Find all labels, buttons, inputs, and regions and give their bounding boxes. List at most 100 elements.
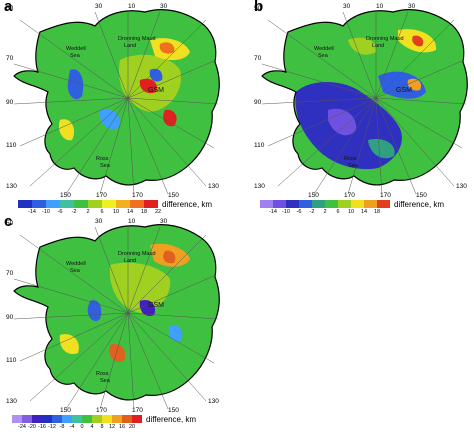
meridian-line (375, 97, 417, 195)
longitude-label: 130 (208, 183, 219, 190)
place-label: Dronning Maud (118, 251, 156, 257)
difference-region (163, 250, 176, 264)
continent-fill (14, 9, 220, 185)
legend-swatch (325, 200, 338, 208)
difference-region (368, 138, 395, 159)
legend-title: difference, km (162, 200, 213, 209)
legend-tick-label: -2 (71, 209, 77, 215)
meridian-line (65, 312, 129, 410)
longitude-label: 10 (376, 3, 384, 10)
legend-swatch (32, 200, 46, 208)
difference-region (58, 119, 75, 141)
meridian-line (19, 312, 129, 362)
meridian-line (94, 11, 129, 99)
meridian-line (342, 11, 377, 99)
legend-tick-label: -14 (269, 209, 277, 215)
legend-swatch (72, 415, 82, 423)
legend-tick-label: 18 (140, 209, 148, 215)
meridian-line (127, 97, 219, 105)
longitude-label: 150 (60, 192, 71, 199)
place-label: Land (124, 258, 136, 264)
legend-tick-label: 2 (323, 209, 327, 215)
longitude-label: 170 (380, 192, 391, 199)
legend-tick-label: -10 (42, 209, 50, 215)
legend-swatch (299, 200, 312, 208)
antarctica-map-b: 30 10 30 50 70 90 110 130 150 170 170 150 130 Weddell… (254, 3, 468, 199)
map-panel-c: c 30 10 30 50 70 90 110 130 150 170 170 150 130 Wedde… (0, 213, 235, 432)
legend-tick-label: -16 (38, 424, 46, 430)
difference-region (139, 78, 157, 94)
legend-swatch (116, 200, 130, 208)
meridian-line (267, 19, 377, 99)
legend-swatch (32, 415, 42, 423)
longitude-label: 130 (254, 183, 265, 190)
legend-swatch (60, 200, 74, 208)
meridian-line (375, 97, 467, 105)
meridian-line (127, 274, 217, 314)
meridian-line (13, 97, 129, 105)
longitude-label: 150 (60, 407, 71, 414)
meridian-line (375, 19, 455, 99)
panel-label-c: c (4, 213, 13, 230)
difference-region (19, 32, 37, 48)
legend-swatch (102, 200, 116, 208)
legend-title: difference, km (146, 415, 197, 424)
map-panel-a: a 30 10 30 50 70 90 110 130 150 170 170 150 130 Wedde… (0, 0, 235, 215)
legend-tick-label: 6 (336, 209, 340, 215)
meridian-line (127, 97, 215, 149)
legend-swatch (132, 415, 142, 423)
meridian-line (13, 278, 129, 314)
difference-region (109, 262, 171, 313)
legend-tick-label: 14 (126, 209, 134, 215)
meridian-line (65, 97, 129, 195)
legend-tick-label: -4 (69, 424, 75, 430)
difference-region (149, 68, 163, 82)
longitude-label: 30 (160, 218, 168, 225)
meridian-line (19, 19, 129, 99)
legend-swatch (18, 200, 32, 208)
antarctica-map-a: 30 10 30 50 70 90 110 130 150 170 170 150 130 Weddell… (6, 3, 220, 199)
longitude-label: 150 (416, 192, 427, 199)
continent-fill (14, 224, 220, 400)
map-body: 30 10 30 50 70 90 110 130 150 170 170 150 130 Weddell… (254, 3, 468, 199)
longitude-label: 10 (128, 218, 136, 225)
place-label: Ross (344, 156, 357, 162)
legend-swatch (122, 415, 132, 423)
coastline (13, 9, 220, 186)
legend-swatch (22, 415, 32, 423)
difference-region (139, 299, 156, 317)
difference-region (99, 109, 120, 130)
legend-tick-label: 4 (90, 424, 94, 430)
place-label: Sea (318, 53, 329, 59)
longitude-label: 170 (344, 192, 355, 199)
legend-tick-label: 10 (347, 209, 355, 215)
meridian-line (127, 312, 219, 320)
legend-tick-label: -12 (48, 424, 56, 430)
meridian-line (267, 97, 377, 147)
legend-swatch (112, 415, 122, 423)
meridian-line (277, 97, 377, 187)
legend-swatch (286, 200, 299, 208)
place-label: Sea (70, 268, 81, 274)
difference-region (407, 78, 422, 91)
meridian-line (375, 11, 409, 99)
panel-label-a: a (4, 0, 13, 15)
place-label: Ross (96, 156, 109, 162)
legend-swatch (351, 200, 364, 208)
legend-tick-label: 2 (86, 209, 90, 215)
difference-region (59, 334, 79, 355)
longitude-label: 30 (95, 218, 103, 225)
longitude-label: 170 (96, 407, 107, 414)
longitude-label: 90 (254, 99, 262, 106)
place-label: Weddell (314, 46, 334, 52)
legend-tick-label: -6 (296, 209, 302, 215)
legend-swatch (12, 415, 22, 423)
difference-region (109, 343, 126, 363)
longitude-label: 150 (308, 192, 319, 199)
longitude-label: 70 (254, 55, 262, 62)
difference-region (168, 324, 183, 342)
meridian-line (127, 312, 207, 402)
legend-swatch (364, 200, 377, 208)
legend-tick-label: 8 (100, 424, 104, 430)
legend-tick-label: 18 (373, 209, 381, 215)
